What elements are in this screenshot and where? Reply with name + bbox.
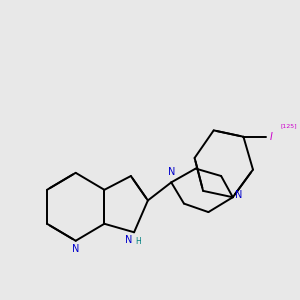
Text: N: N xyxy=(168,167,175,177)
Text: N: N xyxy=(72,244,80,254)
Text: [125]: [125] xyxy=(280,123,297,128)
Text: H: H xyxy=(135,236,141,245)
Text: I: I xyxy=(270,132,273,142)
Text: N: N xyxy=(124,236,132,245)
Text: N: N xyxy=(235,190,242,200)
